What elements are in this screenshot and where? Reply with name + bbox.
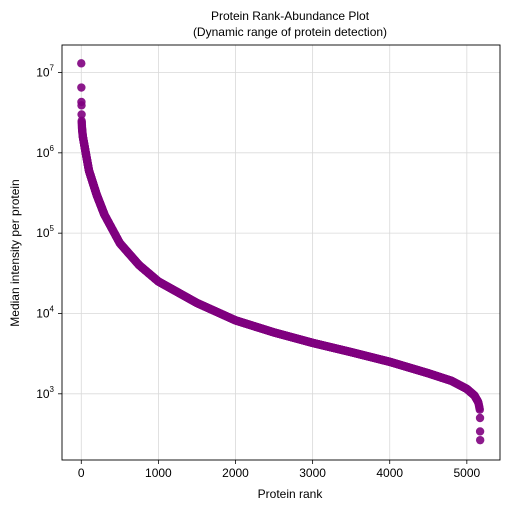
x-axis-ticks: 0 1000 2000 3000 4000 5000 (78, 460, 481, 480)
y-axis-ticks: 103 104 105 106 107 (36, 64, 62, 401)
chart-title: Protein Rank-Abundance Plot (211, 9, 370, 23)
chart-subtitle: (Dynamic range of protein detection) (193, 25, 387, 39)
data-point (475, 435, 485, 445)
data-point (475, 413, 485, 423)
grid-lines (62, 45, 500, 460)
data-point (77, 83, 86, 92)
x-tick-label: 1000 (145, 466, 172, 480)
x-axis-label: Protein rank (258, 487, 324, 501)
plot-frame (61, 44, 501, 461)
y-tick-label: 105 (36, 224, 54, 240)
x-tick-label: 3000 (299, 466, 326, 480)
data-point (475, 405, 484, 414)
x-tick-label: 0 (78, 466, 85, 480)
y-tick-label: 107 (36, 64, 54, 80)
x-tick-label: 5000 (453, 466, 480, 480)
x-tick-label: 2000 (222, 466, 249, 480)
data-point (77, 59, 86, 68)
data-point (475, 427, 485, 436)
y-axis-label: Median intensity per protein (8, 179, 22, 326)
x-tick-label: 4000 (376, 466, 403, 480)
y-tick-label: 104 (36, 304, 54, 320)
data-point (77, 110, 86, 119)
y-tick-label: 103 (36, 385, 54, 401)
y-tick-label: 106 (36, 144, 54, 160)
data-point (77, 101, 86, 110)
data-points (77, 59, 485, 445)
